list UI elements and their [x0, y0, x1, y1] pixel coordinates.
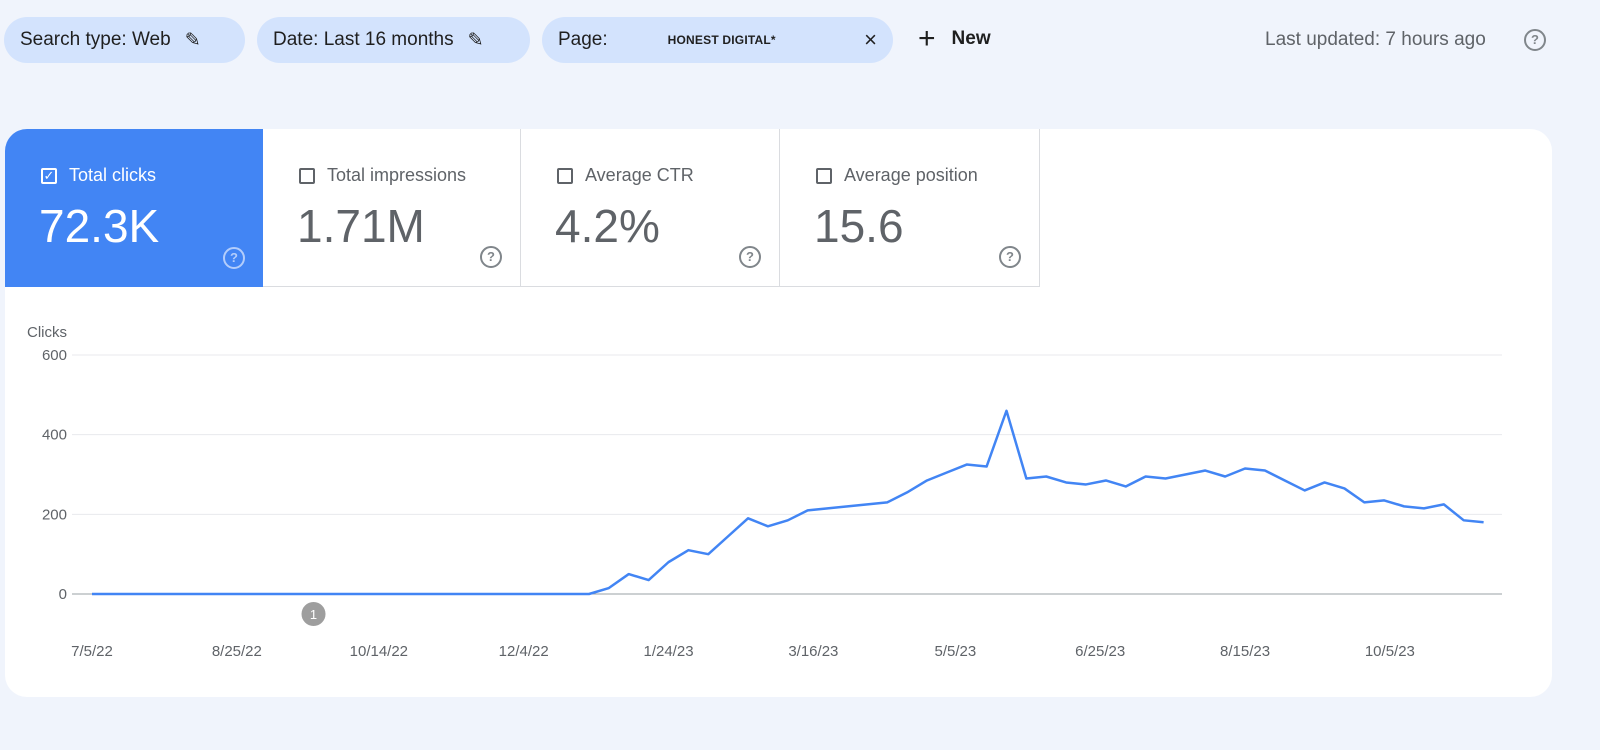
x-tick-label: 12/4/22: [499, 643, 549, 660]
y-axis-label: Clicks: [27, 324, 67, 341]
x-tick-label: 10/14/22: [350, 643, 408, 660]
metric-tile-total-impressions[interactable]: Total impressions 1.71M ?: [263, 129, 521, 287]
date-label: Date: Last 16 months: [273, 29, 454, 50]
x-tick-label: 7/5/22: [71, 643, 113, 660]
new-filter-label: New: [951, 28, 991, 49]
help-icon[interactable]: ?: [1524, 29, 1546, 51]
x-tick-label: 6/25/23: [1075, 643, 1125, 660]
search-type-label: Search type: Web: [20, 29, 171, 50]
date-filter-chip[interactable]: Date: Last 16 months ✎: [257, 17, 530, 63]
metric-tile-total-clicks[interactable]: ✓ Total clicks 72.3K ?: [5, 129, 263, 287]
plus-icon: +: [918, 22, 936, 55]
y-tick-label: 0: [59, 586, 67, 603]
metric-label: Average CTR: [585, 165, 694, 185]
clicks-series-line: [92, 409, 1484, 596]
checkbox-icon[interactable]: [816, 167, 832, 184]
checkbox-checked-icon[interactable]: ✓: [41, 167, 57, 184]
checkbox-icon[interactable]: [557, 167, 573, 184]
metric-label: Average position: [844, 165, 978, 185]
annotation-marker[interactable]: 1: [301, 602, 326, 626]
x-tick-label: 1/24/23: [643, 643, 693, 660]
help-icon[interactable]: ?: [223, 247, 245, 269]
performance-card: ✓ Total clicks 72.3K ? Total impressions …: [5, 129, 1552, 697]
metric-tile-average-ctr[interactable]: Average CTR 4.2% ?: [521, 129, 780, 287]
checkbox-icon[interactable]: [299, 167, 315, 184]
help-icon[interactable]: ?: [999, 246, 1021, 268]
metric-label: Total clicks: [69, 165, 157, 185]
metric-value: 15.6: [814, 200, 904, 252]
new-filter-button[interactable]: + New: [918, 24, 991, 54]
pencil-icon: ✎: [184, 29, 201, 51]
page-filter-value: HONEST DIGITAL*: [667, 33, 776, 47]
metric-value: 1.71M: [297, 200, 425, 252]
x-tick-label: 3/16/23: [788, 643, 838, 660]
y-tick-label: 400: [42, 427, 67, 444]
x-tick-label: 8/25/22: [212, 643, 262, 660]
clicks-chart: Clicks 0 200 400 600 7/5/22 8/25/22 10/14/22 1…: [27, 324, 1502, 660]
metric-tile-average-position[interactable]: Average position 15.6 ?: [780, 129, 1040, 287]
help-icon[interactable]: ?: [480, 246, 502, 268]
help-icon[interactable]: ?: [739, 246, 761, 268]
page-filter-label: Page:: [558, 29, 608, 50]
x-tick-label: 8/15/23: [1220, 643, 1270, 660]
close-icon[interactable]: ×: [864, 27, 877, 52]
page-filter-chip[interactable]: Page: HONEST DIGITAL* ×: [542, 17, 893, 63]
search-type-filter-chip[interactable]: Search type: Web ✎: [4, 17, 245, 63]
pencil-icon: ✎: [467, 29, 484, 51]
annotation-label: 1: [310, 607, 317, 622]
y-tick-label: 600: [42, 347, 67, 364]
annotation-circle[interactable]: [301, 602, 326, 626]
y-tick-label: 200: [42, 506, 67, 523]
last-updated-text: Last updated: 7 hours ago: [1265, 29, 1486, 50]
x-tick-label: 10/5/23: [1365, 643, 1415, 660]
x-tick-label: 5/5/23: [935, 643, 977, 660]
metric-value: 72.3K: [39, 200, 160, 252]
metric-label: Total impressions: [327, 165, 467, 185]
metric-value: 4.2%: [555, 200, 660, 252]
